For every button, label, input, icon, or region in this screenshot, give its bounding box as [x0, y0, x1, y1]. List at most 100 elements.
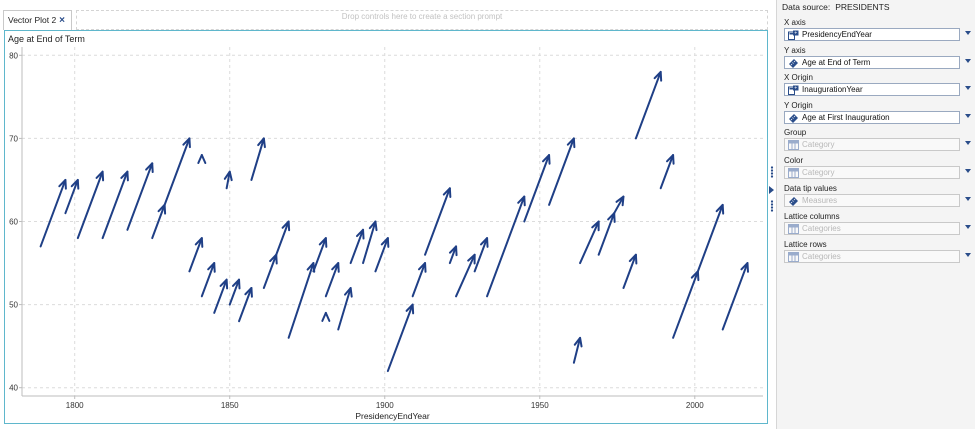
vector-shaft [386, 303, 414, 373]
vector-shaft [672, 270, 699, 339]
panel-splitter[interactable] [768, 0, 776, 429]
vector-shaft [228, 278, 241, 306]
vector-shaft [659, 154, 675, 190]
data-source-row: Data source: PRESIDENTS [782, 2, 890, 12]
vector-arrow [312, 237, 328, 273]
vector-arrow [238, 286, 253, 323]
vector-arrow [721, 262, 749, 331]
role-color: Color Category [784, 155, 974, 179]
vector-shaft [76, 170, 104, 240]
tab-vector-plot-2[interactable]: Vector Plot 2 × [3, 10, 72, 30]
vector-shaft [64, 178, 79, 215]
vector-shaft [188, 237, 203, 273]
role-label: X Origin [784, 73, 813, 82]
vector-arrowhead [615, 195, 625, 207]
vector-arrow [424, 187, 452, 256]
vector-shaft [349, 228, 365, 265]
vector-plot[interactable]: 1800 1850 1900 1950 2000 40 50 60 70 80 Presidency… [4, 30, 768, 424]
vector-arrowhead [405, 303, 415, 315]
vector-arrow [197, 154, 207, 165]
vector-arrowhead [344, 286, 353, 298]
role-label: Color [784, 156, 804, 165]
y-tick-label: 50 [9, 301, 18, 310]
role-label: Lattice columns [784, 212, 840, 221]
measure-ruler-icon [788, 58, 799, 68]
role-field-x-axis[interactable]: + PresidencyEndYear [784, 28, 960, 41]
role-dropdown-arrow-icon[interactable] [965, 169, 971, 173]
role-field-lattice-columns[interactable]: Categories [784, 222, 960, 235]
vector-shaft [473, 237, 489, 273]
vector-shaft [337, 286, 352, 331]
vector-arrowhead [182, 137, 191, 149]
role-field-group[interactable]: Category [784, 138, 960, 151]
vector-arrow [548, 137, 576, 206]
role-lattice-columns: Lattice columns Categories [784, 211, 974, 235]
vector-arrowhead [194, 237, 204, 248]
role-dropdown-arrow-icon[interactable] [965, 197, 971, 201]
vector-arrow [572, 336, 583, 364]
vector-arrowhead [517, 195, 526, 207]
vector-shaft [275, 220, 290, 256]
vector-arrow [126, 162, 154, 231]
vector-arrow [349, 228, 365, 265]
vector-shaft [634, 70, 662, 140]
vector-shaft [287, 262, 315, 339]
vector-arrowhead [541, 154, 551, 165]
vector-arrow [101, 170, 129, 240]
vector-arrow [262, 253, 278, 289]
vector-arrow [634, 70, 663, 140]
role-label: Data tip values [784, 184, 837, 193]
splitter-grip-top-icon[interactable] [770, 166, 774, 178]
role-dropdown-arrow-icon[interactable] [965, 225, 971, 229]
collapse-panel-arrow-icon[interactable] [769, 186, 774, 194]
vector-arrow [228, 278, 241, 306]
role-dropdown-arrow-icon[interactable] [965, 141, 971, 145]
role-group: Group Category [784, 127, 974, 151]
vector-arrowhead [653, 70, 663, 82]
role-field-x-origin[interactable]: + InaugurationYear [784, 83, 960, 96]
y-tick-label: 70 [9, 134, 18, 143]
vector-arrowhead [281, 220, 291, 232]
role-dropdown-arrow-icon[interactable] [965, 86, 971, 90]
vector-arrowhead [566, 137, 576, 149]
vector-arrow [76, 170, 105, 240]
vector-arrowhead [355, 228, 365, 240]
vector-arrow [223, 170, 233, 190]
role-label: Y axis [784, 46, 806, 55]
vector-shaft [374, 237, 389, 273]
role-value: PresidencyEndYear [802, 30, 872, 39]
vector-arrowhead [58, 178, 67, 190]
role-field-data-tip-values[interactable]: Measures [784, 194, 960, 207]
vector-arrowhead [219, 278, 229, 290]
vector-arrow [287, 262, 316, 339]
role-dropdown-arrow-icon[interactable] [965, 114, 971, 118]
role-field-lattice-rows[interactable]: Categories [784, 250, 960, 263]
vector-arrow [455, 253, 476, 298]
close-tab-icon[interactable]: × [59, 15, 65, 26]
y-tick-label: 60 [9, 218, 18, 227]
role-field-color[interactable]: Category [784, 166, 960, 179]
role-lattice-rows: Lattice rows Categories [784, 239, 974, 263]
role-field-y-axis[interactable]: Age at End of Term [784, 56, 960, 69]
vector-shaft [262, 253, 278, 289]
role-field-y-origin[interactable]: Age at First Inauguration [784, 111, 960, 124]
vector-arrowhead [442, 187, 452, 198]
vector-shaft [696, 203, 724, 273]
canvas-area: Vector Plot 2 × Drop controls here to cr… [3, 10, 768, 424]
vector-arrowhead [666, 154, 675, 165]
role-value: Categories [802, 224, 841, 233]
data-source-value: PRESIDENTS [835, 2, 890, 12]
role-dropdown-arrow-icon[interactable] [965, 253, 971, 257]
role-dropdown-arrow-icon[interactable] [965, 31, 971, 35]
vector-shaft [126, 162, 154, 231]
plot-title: Age at End of Term [8, 34, 85, 44]
role-value: InaugurationYear [802, 85, 863, 94]
x-tick-label: 2000 [686, 401, 704, 410]
section-prompt-drop-zone[interactable]: Drop controls here to create a section p… [76, 10, 768, 30]
vector-arrow [473, 237, 489, 273]
vector-arrowhead [368, 220, 378, 232]
vector-shaft [448, 245, 458, 265]
role-dropdown-arrow-icon[interactable] [965, 59, 971, 63]
vector-shaft [411, 262, 427, 298]
splitter-grip-bottom-icon[interactable] [770, 200, 774, 212]
